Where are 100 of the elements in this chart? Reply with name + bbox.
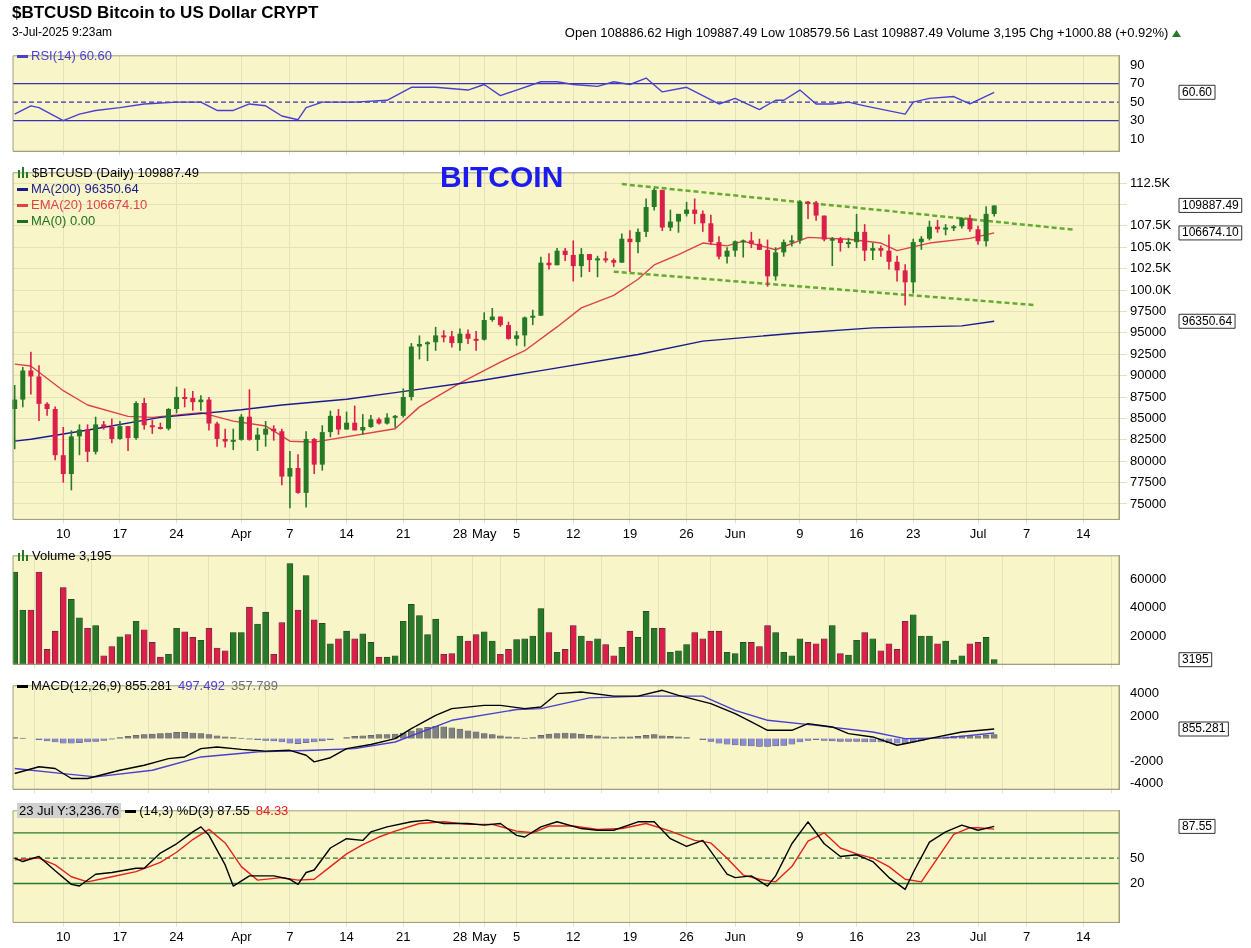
- x-tick-label: Jul: [969, 525, 987, 541]
- candlestick: [425, 340, 431, 362]
- candlestick: [117, 420, 123, 441]
- candlestick: [125, 425, 131, 452]
- candlestick: [740, 238, 746, 259]
- y-tick-label: 50: [1130, 93, 1145, 109]
- y-tick-label: 77500: [1130, 474, 1167, 490]
- y-tick-label: 90: [1130, 56, 1145, 72]
- x-tick-label: 17: [112, 928, 128, 944]
- candlestick: [214, 421, 220, 448]
- candlestick: [635, 227, 641, 255]
- candlestick: [109, 417, 115, 445]
- candlestick: [85, 423, 91, 463]
- candlestick: [530, 308, 536, 326]
- candlestick: [667, 208, 673, 232]
- y-tick-label: 112.5K: [1130, 174, 1171, 190]
- x-tick-label: 7: [1022, 525, 1031, 541]
- x-tick-label: 28: [452, 525, 468, 541]
- candlestick: [902, 263, 908, 307]
- x-tick-label: 19: [622, 928, 638, 944]
- y-tick-label: 80000: [1130, 452, 1167, 468]
- candlestick: [894, 255, 900, 283]
- x-tick-label: 24: [169, 525, 184, 541]
- candlestick: [222, 427, 228, 449]
- candlestick: [28, 350, 34, 396]
- candlestick: [246, 388, 252, 442]
- candlestick: [700, 209, 706, 233]
- y-tick-label: 50: [1130, 849, 1145, 865]
- chart-title: Volume 3,195: [32, 548, 112, 563]
- x-tick-label: 7: [286, 928, 294, 944]
- candlestick: [263, 420, 269, 448]
- candlestick: [773, 246, 779, 282]
- y-tick-label: 107.5K: [1130, 217, 1172, 233]
- y-tick-label: 60000: [1130, 571, 1167, 587]
- x-tick-label: 28: [452, 928, 468, 944]
- y-tick-label: 20000: [1130, 627, 1167, 643]
- text: 357.789: [230, 678, 278, 693]
- candlestick: [975, 225, 981, 246]
- x-tick-label: 5: [512, 525, 521, 541]
- candlestick: [789, 234, 795, 248]
- candlestick: [708, 213, 714, 246]
- candlestick: [182, 387, 188, 409]
- candlestick: [416, 334, 422, 361]
- chart-subtitle: BITCOIN: [440, 160, 564, 194]
- candlestick: [352, 404, 358, 432]
- y-tick-label: 105.0K: [1130, 238, 1172, 254]
- y-tick-label: 10: [1130, 130, 1145, 146]
- text: 106674.10: [1182, 225, 1240, 240]
- y-tick-label: 70: [1130, 75, 1145, 91]
- y-tick-label: 4000: [1130, 685, 1159, 701]
- x-tick-label: 17: [112, 525, 128, 541]
- candlestick: [433, 326, 439, 352]
- candlestick: [886, 233, 892, 271]
- x-tick-label: 16: [849, 525, 864, 541]
- candlestick: [392, 414, 398, 429]
- x-tick-label: 14: [1076, 928, 1091, 944]
- x-tick-label: 12: [566, 928, 581, 944]
- y-tick-label: 97500: [1130, 303, 1167, 319]
- legend-label: EMA(20) 106674.10: [31, 197, 148, 212]
- y-tick-label: 40000: [1130, 599, 1167, 615]
- candlestick: [813, 200, 819, 222]
- x-tick-label: 14: [1076, 525, 1091, 541]
- x-tick-label: 24: [169, 928, 184, 944]
- x-tick-label: 9: [796, 525, 804, 541]
- candlestick: [821, 214, 827, 243]
- candlestick: [255, 427, 261, 452]
- candlestick: [400, 387, 406, 419]
- candlestick: [141, 397, 147, 431]
- candlestick: [230, 427, 236, 451]
- y-tick-label: 30: [1130, 112, 1145, 128]
- y-tick-label: 2000: [1130, 707, 1159, 723]
- candlestick: [335, 408, 341, 436]
- candlestick: [692, 197, 698, 225]
- x-tick-label: 10: [56, 525, 71, 541]
- x-tick-label: 23: [906, 928, 921, 944]
- x-tick-label: 14: [339, 928, 354, 944]
- y-tick-label: 95000: [1130, 324, 1167, 340]
- x-tick-label: 7: [1022, 928, 1031, 944]
- legend-label: MA(200) 96350.64: [31, 181, 139, 196]
- x-tick-label: Jun: [724, 525, 746, 541]
- y-tick-label: 75000: [1130, 495, 1167, 511]
- text: 855.281: [1182, 721, 1226, 736]
- annotation: 23 Jul Y:3,236.76: [17, 803, 122, 818]
- x-tick-label: 10: [56, 928, 71, 944]
- x-tick-label: 21: [396, 928, 411, 944]
- x-tick-label: 5: [512, 928, 521, 944]
- chart-title: $BTCUSD (Daily) 109887.49: [32, 165, 199, 180]
- candlestick: [481, 311, 487, 342]
- candlestick: [716, 235, 722, 261]
- y-tick-label: 102.5K: [1130, 260, 1172, 276]
- legend-label: MACD(12,26,9) 855.281: [31, 678, 172, 693]
- x-tick-label: 9: [796, 928, 804, 944]
- candlestick: [165, 407, 171, 432]
- x-tick-label: Jun: [724, 928, 746, 944]
- y-tick-label: 85000: [1130, 409, 1167, 425]
- y-tick-label: -2000: [1130, 752, 1164, 768]
- y-tick-label: 82500: [1130, 431, 1167, 447]
- text: 109887.49: [1182, 197, 1240, 212]
- y-tick-label: 90000: [1130, 367, 1167, 383]
- legend-label: (14,3) %D(3) 87.55: [139, 803, 250, 818]
